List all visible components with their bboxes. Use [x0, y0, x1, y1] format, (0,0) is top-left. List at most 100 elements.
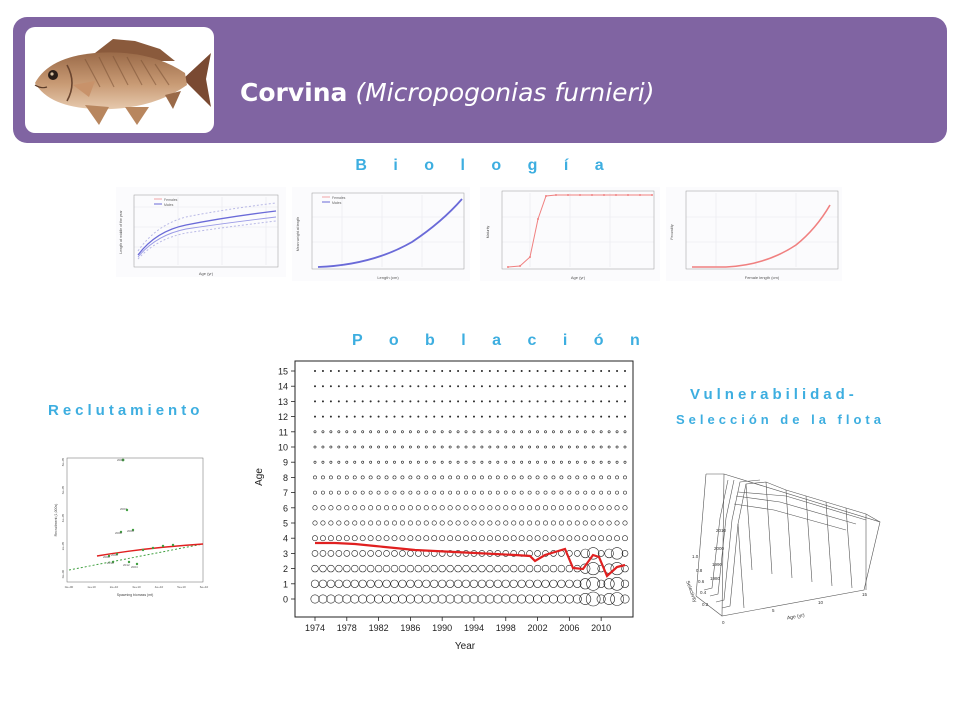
population-bubble [556, 594, 566, 604]
population-bubble [536, 385, 539, 388]
population-bubble [527, 505, 533, 511]
population-bubble [313, 415, 316, 418]
population-bubble [350, 579, 359, 588]
population-bubble [375, 535, 382, 542]
population-bubble [321, 460, 325, 464]
population-bubble [623, 445, 627, 449]
population-bubble [599, 460, 603, 464]
population-bubble [312, 505, 318, 511]
population-bubble [368, 475, 373, 480]
population-bubble [430, 564, 438, 573]
population-bubble [576, 370, 579, 373]
population-bubble [441, 385, 444, 388]
population-bubble [312, 520, 318, 526]
population-ytick-label: 0 [283, 595, 288, 605]
population-bubble [591, 460, 595, 464]
fecundity-ylabel: Fecundity [670, 224, 674, 239]
population-bubble [493, 579, 502, 588]
population-bubble [313, 475, 317, 480]
population-bubble [528, 370, 531, 373]
population-bubble [549, 564, 558, 573]
population-bubble [414, 579, 423, 588]
selectivity-xlabel: Age (yr) [787, 612, 806, 621]
population-bubble [359, 550, 366, 557]
population-bubble [417, 370, 420, 373]
population-bubble [487, 505, 493, 511]
population-bubble [504, 385, 507, 388]
population-bubble [320, 520, 326, 526]
population-bubble [385, 415, 388, 418]
population-bubble [337, 430, 341, 434]
population-bubble [393, 460, 396, 464]
population-bubble [385, 445, 388, 449]
population-bubble [550, 505, 556, 511]
population-bubble [551, 475, 556, 480]
population-bubble [385, 400, 388, 403]
population-bubble [496, 415, 499, 418]
population-bubble [335, 550, 343, 557]
population-bubble [318, 594, 328, 604]
population-bubble [361, 445, 365, 449]
population-bubble [385, 460, 388, 464]
population-bubble [393, 385, 396, 388]
population-bubble [504, 370, 507, 373]
population-bubble [504, 415, 507, 418]
population-bubble [528, 460, 532, 464]
population-bubble [559, 490, 564, 495]
recruitment-xtick-label: 6e+10 [200, 585, 209, 589]
population-bubble [560, 370, 563, 373]
recruitment-xlabel: Spawning biomass (mt) [117, 593, 154, 597]
population-bubble [568, 385, 571, 388]
population-bubble [369, 415, 372, 418]
population-bubble [623, 370, 626, 373]
population-bubble [533, 594, 543, 604]
population-bubble [610, 547, 624, 560]
population-bubble [557, 579, 566, 588]
population-bubble [424, 460, 428, 464]
population-bubble [320, 535, 326, 542]
recruit-point-label: 2003 [117, 458, 124, 462]
population-bubble [463, 520, 469, 526]
population-bubble [496, 385, 499, 388]
population-bubble [352, 520, 358, 526]
population-bubble [623, 400, 626, 403]
population-bubble [423, 520, 429, 526]
population-bubble [528, 385, 531, 388]
population-bubble [558, 505, 564, 511]
population-bubble [342, 594, 352, 604]
population-bubble [463, 505, 469, 511]
population-bubble [399, 535, 406, 542]
population-bubble [583, 460, 587, 464]
population-bubble [510, 550, 518, 557]
population-bubble [438, 579, 447, 588]
population-bubble [321, 475, 325, 480]
title-common-name: Corvina [240, 78, 348, 107]
population-bubble [382, 579, 391, 588]
population-bubble [345, 400, 348, 403]
population-bubble [358, 564, 367, 573]
selectivity-yeartick-label: 1990 [712, 562, 723, 567]
selectivity-yeartick-label: 2000 [714, 546, 725, 551]
population-bubble [560, 415, 563, 418]
population-bubble [313, 445, 317, 449]
population-bubble [399, 550, 406, 557]
population-bubble [360, 520, 366, 526]
population-bubble [472, 385, 475, 388]
population-bubble [447, 520, 453, 526]
population-bubble [495, 505, 501, 511]
population-bubble [504, 460, 508, 464]
population-bubble [560, 460, 563, 464]
population-bubble [528, 400, 531, 403]
population-bubble [471, 535, 477, 542]
population-bubble [432, 460, 436, 464]
population-bubble [579, 593, 592, 605]
fish-image [25, 27, 214, 133]
population-bubble [567, 460, 571, 464]
population-bubble [480, 370, 483, 373]
population-bubble [614, 505, 620, 511]
population-bubble [361, 460, 365, 464]
population-bubble [465, 415, 468, 418]
weight-ylabel: Mean weight at length [296, 217, 300, 251]
population-bubble [456, 460, 460, 464]
population-bubble [385, 370, 388, 373]
